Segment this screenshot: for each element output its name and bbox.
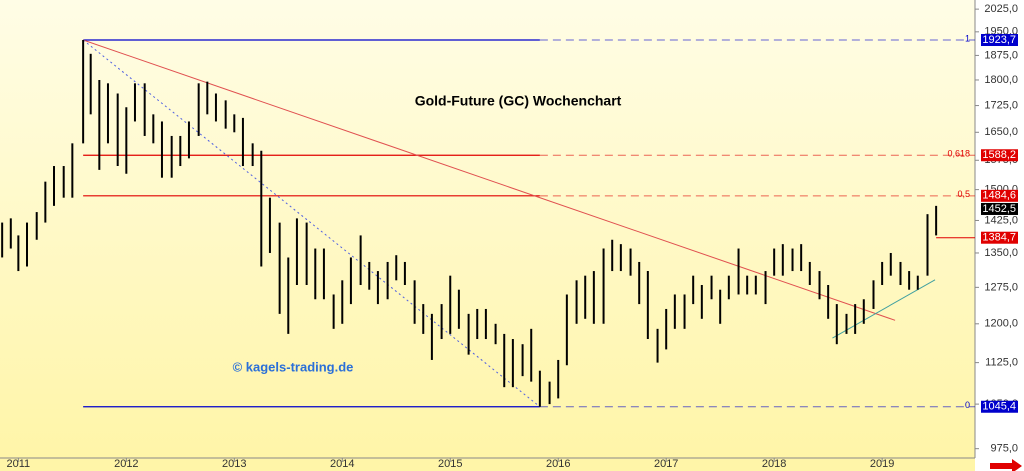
level-value-label: 1923,7	[982, 34, 1016, 46]
level-value-box	[981, 33, 1018, 46]
level-value-box	[981, 149, 1018, 162]
price-mark-box	[981, 202, 1018, 215]
x-tick-label: 2017	[654, 458, 678, 470]
trendline	[82, 39, 896, 321]
y-tick-label: 1200,0	[984, 318, 1018, 330]
level-value-label: 1588,2	[982, 149, 1016, 161]
level-value-label: 1484,6	[982, 190, 1016, 202]
price-mark-label: 1452,5	[982, 203, 1016, 215]
price-mark-label: 1384,7	[982, 232, 1016, 244]
level-name: 0	[965, 400, 970, 410]
watermark: © kagels-trading.de	[233, 359, 354, 374]
x-tick-label: 2014	[330, 458, 354, 470]
x-tick-label: 2015	[438, 458, 462, 470]
y-tick-label: 1725,0	[984, 99, 1018, 111]
scroll-arrow[interactable]	[990, 459, 1022, 471]
y-tick-label: 1425,0	[984, 214, 1018, 226]
level-value-label: 1045,4	[982, 401, 1016, 413]
level-name: 0,5	[957, 189, 970, 199]
y-tick-label: 1275,0	[984, 281, 1018, 293]
x-axis-background	[0, 458, 975, 471]
y-tick-label: 1875,0	[984, 49, 1018, 61]
x-tick-label: 2018	[762, 458, 786, 470]
plot-background	[0, 0, 975, 458]
price-mark-box	[981, 231, 1018, 244]
level-value-box	[981, 400, 1018, 413]
x-tick-label: 2011	[7, 458, 31, 470]
level-name: 1	[965, 33, 970, 43]
x-tick-label: 2019	[870, 458, 894, 470]
y-tick-label: 1125,0	[985, 357, 1018, 369]
x-tick-label: 2013	[222, 458, 246, 470]
x-tick-label: 2012	[114, 458, 138, 470]
y-tick-label: 2025,0	[984, 3, 1018, 15]
y-tick-label: 1800,0	[984, 74, 1018, 86]
x-tick-label: 2016	[546, 458, 570, 470]
level-name: 0,618	[947, 149, 970, 159]
chart-title: Gold-Future (GC) Wochenchart	[415, 93, 622, 109]
y-tick-label: 975,0	[990, 443, 1018, 455]
level-value-box	[981, 189, 1018, 202]
y-tick-label: 1350,0	[984, 247, 1018, 259]
y-tick-label: 1650,0	[984, 126, 1018, 138]
